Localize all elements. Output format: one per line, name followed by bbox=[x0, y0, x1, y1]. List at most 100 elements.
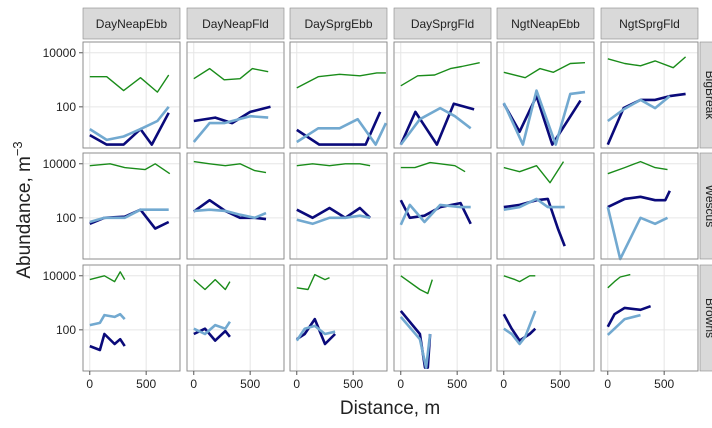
panel-border bbox=[289, 264, 388, 372]
data-line bbox=[295, 324, 336, 342]
data-line bbox=[399, 106, 472, 146]
column-label: DaySprgFld bbox=[411, 17, 474, 31]
column-strip bbox=[289, 7, 388, 40]
data-line bbox=[503, 310, 537, 346]
data-line bbox=[193, 208, 267, 220]
row-label: Wescus bbox=[703, 185, 712, 227]
data-line bbox=[89, 74, 170, 93]
data-line bbox=[606, 304, 652, 328]
data-line bbox=[89, 112, 170, 146]
panel bbox=[186, 264, 285, 372]
x-tick-label: 0 bbox=[397, 377, 404, 391]
data-line bbox=[296, 117, 388, 146]
data-line bbox=[296, 163, 371, 167]
data-line bbox=[503, 275, 536, 283]
data-line bbox=[296, 111, 382, 146]
data-line bbox=[296, 206, 372, 220]
data-line bbox=[193, 105, 271, 125]
panel-border bbox=[496, 152, 595, 260]
data-line bbox=[399, 316, 432, 369]
panel-border bbox=[289, 41, 388, 149]
panel-border bbox=[496, 264, 595, 372]
data-line bbox=[606, 206, 669, 261]
panel bbox=[82, 41, 181, 149]
data-line bbox=[399, 203, 471, 226]
data-line bbox=[503, 197, 565, 211]
data-line bbox=[607, 160, 668, 175]
data-line bbox=[89, 163, 171, 175]
data-line bbox=[89, 312, 126, 327]
x-axis-label: Distance, m bbox=[340, 398, 440, 419]
panel bbox=[600, 264, 699, 372]
y-tick-label: 10000 bbox=[43, 269, 77, 283]
column-label: NgtSprgFld bbox=[619, 17, 680, 31]
x-tick-label: 0 bbox=[190, 377, 197, 391]
data-line bbox=[193, 67, 269, 81]
column-strip bbox=[393, 7, 492, 40]
y-tick-label: 100 bbox=[56, 100, 76, 114]
x-tick-label: 0 bbox=[500, 377, 507, 391]
panel bbox=[82, 152, 181, 260]
data-line bbox=[607, 56, 687, 69]
data-line bbox=[400, 161, 466, 173]
panel bbox=[289, 152, 388, 260]
x-tick-label: 500 bbox=[447, 377, 467, 391]
column-label: DayNeapFld bbox=[202, 17, 269, 31]
data-line bbox=[606, 92, 686, 146]
panel-border bbox=[600, 264, 699, 372]
x-tick-label: 0 bbox=[86, 377, 93, 391]
x-tick-label: 500 bbox=[550, 377, 570, 391]
data-line bbox=[296, 214, 371, 226]
data-line bbox=[503, 161, 565, 184]
data-line bbox=[503, 197, 566, 247]
x-tick-label: 500 bbox=[240, 377, 260, 391]
panel-border bbox=[600, 41, 699, 149]
panel bbox=[82, 264, 181, 372]
panel-border bbox=[393, 41, 492, 149]
data-line bbox=[193, 320, 231, 336]
column-strip bbox=[600, 7, 699, 40]
data-line bbox=[296, 317, 337, 346]
data-line bbox=[193, 160, 267, 174]
data-line bbox=[606, 313, 641, 336]
data-line bbox=[89, 105, 170, 142]
data-line bbox=[89, 332, 126, 352]
data-line bbox=[502, 89, 586, 146]
panel-border bbox=[186, 41, 285, 149]
data-line bbox=[296, 72, 386, 89]
column-label: DaySprgEbb bbox=[304, 17, 372, 31]
data-line bbox=[89, 271, 126, 283]
data-line bbox=[607, 190, 671, 209]
panel bbox=[289, 264, 388, 372]
panel bbox=[496, 41, 595, 149]
y-axis-label-exponent: −3 bbox=[10, 141, 25, 156]
x-tick-label: 500 bbox=[136, 377, 156, 391]
data-line bbox=[399, 102, 475, 146]
data-line bbox=[502, 94, 582, 146]
x-tick-label: 0 bbox=[293, 377, 300, 391]
panel-border bbox=[289, 152, 388, 260]
data-line bbox=[192, 114, 269, 143]
panel-border bbox=[393, 152, 492, 260]
y-tick-label: 10000 bbox=[43, 157, 77, 171]
column-label: NgtNeapEbb bbox=[511, 17, 580, 31]
panel-border bbox=[186, 264, 285, 372]
panel-border bbox=[600, 152, 699, 260]
data-line bbox=[400, 62, 480, 87]
panel-border bbox=[82, 264, 181, 372]
y-axis-label: Abundance, m−3 bbox=[10, 141, 35, 278]
data-line bbox=[607, 273, 631, 289]
data-line bbox=[193, 327, 231, 342]
row-label: Browns bbox=[703, 298, 712, 338]
data-line bbox=[89, 208, 169, 224]
data-line bbox=[193, 278, 231, 291]
column-strip bbox=[186, 7, 285, 40]
panel-border bbox=[82, 152, 181, 260]
data-line bbox=[400, 275, 433, 295]
data-line bbox=[296, 273, 330, 291]
x-tick-label: 500 bbox=[654, 377, 674, 391]
data-line bbox=[502, 313, 537, 342]
x-tick-label: 500 bbox=[343, 377, 363, 391]
x-tick-label: 0 bbox=[604, 377, 611, 391]
